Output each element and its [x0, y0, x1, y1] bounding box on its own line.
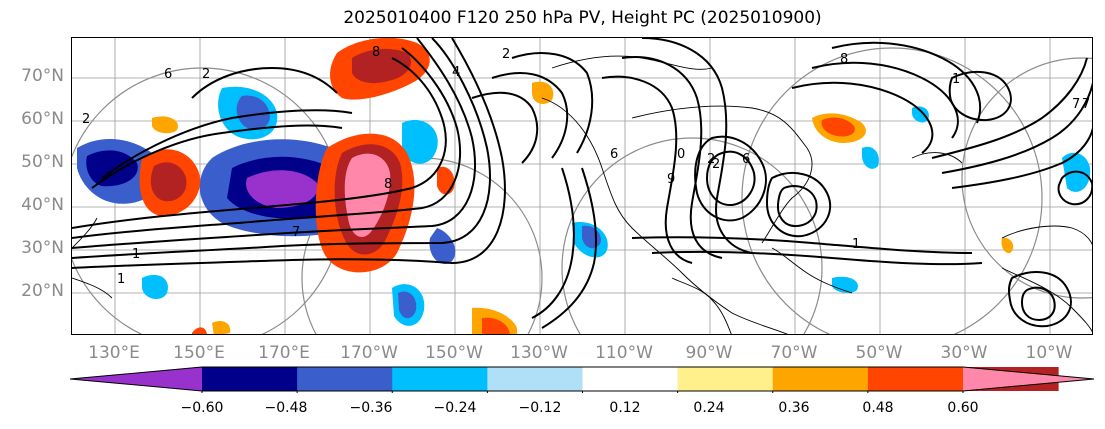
lat-label-50n: 50°N: [21, 152, 64, 172]
pv-shading: [77, 38, 1091, 334]
colorbar: [70, 366, 1095, 393]
map-canvas: 2 6 8 2 7 1 4 2 8 6 1 2 7 1 0 9 2 6 7 1 …: [72, 38, 1092, 334]
colorbar-tick-label: 0.12: [609, 400, 641, 416]
contour-label: 1: [132, 247, 140, 262]
colorbar-tick-label: −0.24: [433, 400, 477, 416]
colorbar-segment: [297, 367, 393, 391]
lon-label-130e: 130°E: [88, 343, 140, 363]
colorbar-tick-label: 0.36: [778, 400, 810, 416]
contour-label: 9: [667, 172, 675, 187]
height-contours: [72, 38, 1092, 329]
contour-label: 6: [610, 147, 618, 162]
contour-label: 8: [840, 52, 848, 67]
contour-label: 2: [202, 67, 210, 82]
lon-label-170e: 170°E: [258, 343, 310, 363]
lon-label-130w: 130°W: [510, 343, 568, 363]
contour-label: 6: [164, 67, 172, 82]
contour-label: 2: [82, 112, 90, 127]
lon-label-170w: 170°W: [340, 343, 398, 363]
lat-label-70n: 70°N: [21, 66, 64, 86]
coastlines: [72, 55, 1092, 334]
contour-label: 2: [502, 47, 510, 62]
map-panel: 2 6 8 2 7 1 4 2 8 6 1 2 7 1 0 9 2 6 7 1 …: [71, 37, 1093, 335]
colorbar-segment: [867, 367, 964, 391]
colorbar-tick-label: −0.36: [349, 400, 393, 416]
lon-label-50w: 50°W: [855, 343, 903, 363]
contour-labels: 2 6 8 2 7 1 4 2 8 6 1 2 7 1 0 9 2 6 7 1 …: [82, 45, 1090, 287]
lat-label-20n: 20°N: [21, 281, 64, 301]
colorbar-segment: [202, 367, 298, 391]
colorbar-segment: [772, 367, 869, 391]
colorbar-extend-high: [963, 367, 1094, 391]
lon-label-70w: 70°W: [770, 343, 818, 363]
lat-label-60n: 60°N: [21, 109, 64, 129]
lon-label-150w: 150°W: [425, 343, 483, 363]
colorbar-tick-label: −0.48: [264, 400, 308, 416]
lat-label-30n: 30°N: [21, 238, 64, 258]
contour-label: 1: [952, 72, 960, 87]
colorbar-segment: [582, 367, 679, 391]
contour-label: 7: [1072, 97, 1080, 112]
contour-label: 8: [384, 177, 392, 192]
lon-label-30w: 30°W: [940, 343, 988, 363]
colorbar-tick-label: 0.60: [947, 400, 979, 416]
lon-label-10w: 10°W: [1025, 343, 1073, 363]
contour-label: 8: [372, 45, 380, 60]
contour-label: 1: [117, 272, 125, 287]
lat-label-40n: 40°N: [21, 195, 64, 215]
contour-label: 1: [852, 237, 860, 252]
lon-label-90w: 90°W: [685, 343, 733, 363]
colorbar-segment: [487, 367, 583, 391]
contour-label: 7: [1082, 97, 1090, 112]
contour-label: 6: [742, 152, 750, 167]
colorbar-segment: [392, 367, 488, 391]
colorbar-segment: [677, 367, 774, 391]
lon-label-150e: 150°E: [173, 343, 225, 363]
contour-label: 0: [677, 147, 685, 162]
colorbar-extend-low: [70, 367, 202, 391]
contour-label: 2: [707, 152, 715, 167]
contour-label: 4: [452, 65, 460, 80]
colorbar-tick-label: 0.24: [693, 400, 725, 416]
lon-label-110w: 110°W: [595, 343, 653, 363]
colorbar-tick-label: −0.12: [518, 400, 562, 416]
chart-title: 2025010400 F120 250 hPa PV, Height PC (2…: [343, 8, 822, 28]
contour-label: 2: [712, 157, 720, 172]
contour-label: 7: [292, 225, 300, 240]
colorbar-tick-label: −0.60: [180, 400, 224, 416]
colorbar-tick-label: 0.48: [862, 400, 894, 416]
